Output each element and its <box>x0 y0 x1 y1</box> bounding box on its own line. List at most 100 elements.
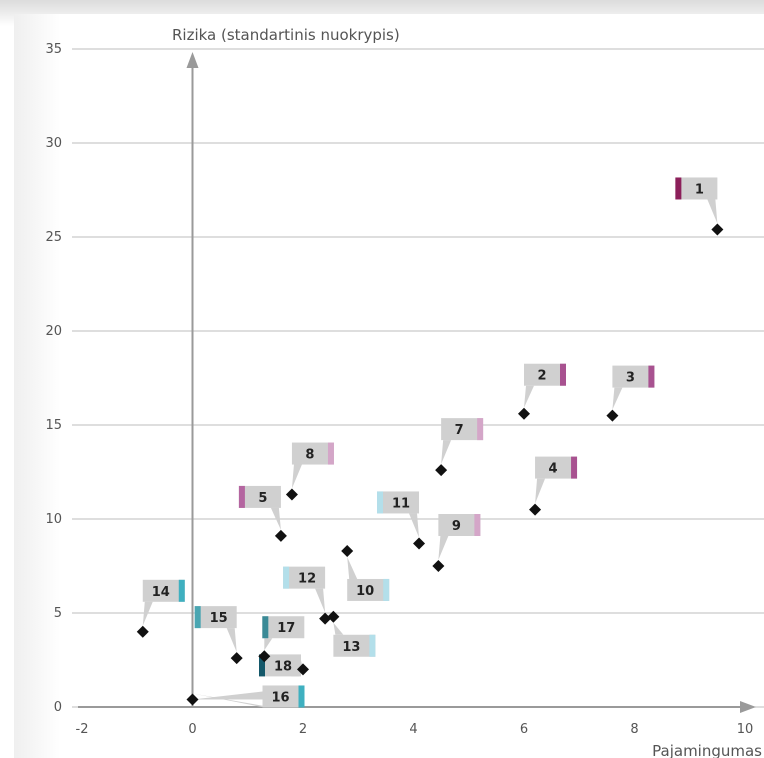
data-point-3 <box>606 409 619 422</box>
point-label-text: 4 <box>549 462 558 477</box>
point-label-text: 5 <box>258 491 267 506</box>
label-pointer <box>333 622 344 635</box>
point-label-1: 1 <box>675 177 718 224</box>
point-label-text: 1 <box>695 182 704 197</box>
label-box <box>675 177 718 200</box>
label-color-bar <box>178 579 185 602</box>
y-tick-label: 0 <box>54 700 62 715</box>
label-box <box>262 685 305 708</box>
point-label-text: 3 <box>626 371 635 386</box>
x-axis-title: Pajamingumas <box>652 742 762 758</box>
point-label-text: 10 <box>356 584 374 599</box>
label-pointer <box>291 464 302 489</box>
point-label-text: 14 <box>152 585 170 600</box>
point-label-text: 9 <box>452 519 461 534</box>
point-label-9: 9 <box>438 514 481 560</box>
data-point-9 <box>432 560 445 572</box>
point-label-15: 15 <box>194 606 237 653</box>
data-point-11 <box>413 537 426 550</box>
point-label-13: 13 <box>333 622 376 657</box>
label-pointer <box>142 601 153 626</box>
data-points <box>136 223 724 706</box>
data-point-17 <box>258 650 271 663</box>
label-pointer <box>612 387 623 410</box>
label-box <box>194 606 237 629</box>
label-pointer <box>270 507 281 530</box>
label-box <box>438 514 481 536</box>
point-label-16: 16 <box>192 685 305 708</box>
label-box <box>524 363 566 386</box>
point-label-5: 5 <box>238 485 281 530</box>
data-point-13 <box>327 610 340 623</box>
point-label-text: 7 <box>455 423 464 438</box>
label-color-bar <box>238 485 245 508</box>
data-point-1 <box>711 223 724 236</box>
label-pointer <box>192 691 263 700</box>
x-tick-label: 10 <box>737 722 754 737</box>
x-tick-label: 0 <box>188 722 196 737</box>
grid-lines <box>72 48 764 708</box>
label-pointer <box>535 478 546 504</box>
x-tick-label: -2 <box>76 722 89 737</box>
data-point-10 <box>341 544 354 557</box>
label-box <box>142 579 185 602</box>
y-tick-label: 30 <box>45 136 62 151</box>
label-color-bar <box>377 491 384 514</box>
label-box <box>535 456 578 479</box>
y-tick-label: 15 <box>45 418 62 433</box>
label-color-bar <box>327 442 334 465</box>
x-axis-arrow <box>740 701 756 713</box>
point-label-7: 7 <box>441 418 484 465</box>
label-box <box>612 365 655 388</box>
label-pointer <box>524 385 534 408</box>
point-label-text: 2 <box>537 369 546 384</box>
label-box <box>347 578 390 601</box>
label-pointer <box>264 638 273 651</box>
x-tick-label: 2 <box>299 722 307 737</box>
point-label-text: 16 <box>271 690 289 705</box>
label-pointer <box>226 628 237 653</box>
x-tick-labels: -2 0 2 4 6 8 10 <box>76 722 754 737</box>
x-tick-label: 8 <box>630 722 638 737</box>
point-label-12: 12 <box>283 566 326 613</box>
point-label-text: 8 <box>305 448 314 463</box>
label-box <box>259 654 301 677</box>
label-color-bar <box>298 685 305 708</box>
label-pointer <box>315 588 326 613</box>
data-point-2 <box>518 407 530 420</box>
label-pointer <box>438 536 449 560</box>
label-color-bar <box>675 177 682 200</box>
y-axis-arrow <box>186 52 199 68</box>
x-tick-label: 6 <box>520 722 528 737</box>
y-tick-label: 5 <box>54 606 62 621</box>
label-color-bar <box>262 616 269 639</box>
point-label-3: 3 <box>612 365 655 410</box>
y-tick-label: 20 <box>45 324 62 339</box>
label-box <box>291 442 334 465</box>
label-box <box>283 566 326 589</box>
label-color-bar <box>474 514 481 536</box>
data-point-15 <box>230 652 243 665</box>
point-label-11: 11 <box>377 491 420 538</box>
label-box <box>377 491 420 514</box>
x-tick-label: 4 <box>409 722 417 737</box>
label-pointer <box>441 440 452 465</box>
data-point-4 <box>529 503 542 516</box>
label-pointer <box>192 693 273 708</box>
point-label-17: 17 <box>262 616 305 651</box>
point-label-10: 10 <box>347 556 390 601</box>
label-pointer <box>707 199 718 224</box>
label-color-bar <box>477 418 484 441</box>
point-label-14: 14 <box>142 579 185 626</box>
point-label-text: 15 <box>210 611 228 626</box>
point-label-text: 12 <box>298 572 316 587</box>
y-tick-label: 10 <box>45 512 62 527</box>
data-point-12 <box>319 612 332 625</box>
point-label-text: 18 <box>274 659 292 674</box>
point-label-2: 2 <box>524 363 566 408</box>
label-color-bar <box>283 566 290 589</box>
label-box <box>238 485 281 508</box>
label-box <box>333 634 376 657</box>
